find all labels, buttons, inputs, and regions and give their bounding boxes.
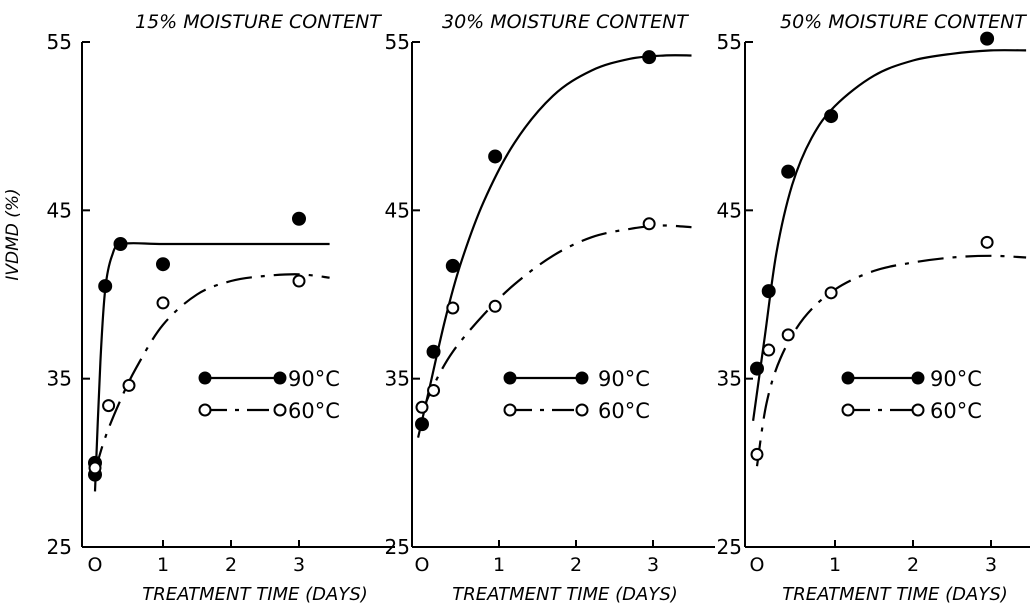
x-tick-label: 3 [985,554,997,576]
x-axis-label: TREATMENT TIME (DAYS) [782,584,1008,605]
data-point-60c [156,296,170,310]
x-tick-label: 1 [493,554,505,576]
data-point-60c [415,400,429,414]
legend-label: 60°C [598,399,650,423]
data-point-90c [426,344,441,359]
data-point-60c [762,343,776,357]
data-point-90c [113,237,128,251]
y-tick-label: 25 [717,535,742,559]
legend-label: 90°C [930,367,982,391]
x-axis-label: TREATMENT TIME (DAYS) [142,584,368,605]
data-point-90c [445,258,460,273]
data-point-60c [102,399,116,413]
y-tick-label: 35 [385,367,410,391]
chart-panel-1: 15% MOISTURE CONTENT 25 35 45 55 O 1 2 3 TREATMEN… [3,11,395,605]
chart-panel-3: 50% MOISTURE CONTENT 25 35 45 55 O 1 2 3 TREATMEN… [717,11,1030,605]
data-point-60c [642,217,656,231]
x-tick-label: 2 [907,554,919,576]
y-tick-label: 45 [717,198,742,222]
series-line-60c [420,224,692,413]
x-tick-label: 1 [157,554,169,576]
data-point-90c [642,50,657,65]
legend-marker [841,403,855,417]
series-line-90c [417,54,692,438]
data-point-90c [980,31,995,46]
y-tick-label: 55 [717,30,742,54]
legend-label: 90°C [288,367,340,391]
legend-marker [575,403,589,417]
x-axis-label: TREATMENT TIME (DAYS) [452,584,678,605]
x-tick-label: 1 [829,554,841,576]
data-point-60c [122,378,136,392]
data-point-90c [750,361,764,376]
data-point-90c [824,109,839,124]
legend-marker [841,371,855,385]
data-point-60c [427,383,441,397]
data-point-90c [98,279,113,294]
y-tick-label: 55 [47,30,72,54]
data-point-60c [750,447,764,461]
legend-label: 60°C [288,399,340,423]
x-tick-label: 2 [225,554,237,576]
y-tick-label: 55 [385,30,410,54]
legend-label: 90°C [598,367,650,391]
series-line-60c [755,254,1027,467]
legend-marker [503,371,517,385]
legend-label: 60°C [930,399,982,423]
y-tick-label: 45 [47,198,72,222]
data-point-60c [781,328,795,342]
data-point-60c [446,301,460,315]
data-point-90c [488,149,503,164]
chart-panel-2: 30% MOISTURE CONTENT 25 35 45 55 O 1 2 3 TREATMEN… [385,11,715,605]
y-tick-label: 35 [717,367,742,391]
legend-marker [911,403,925,417]
x-tick-label: O [88,554,103,576]
series-line-60c [93,273,330,472]
y-tick-label: 25 [47,535,72,559]
data-point-90c [156,257,170,272]
legend-marker [273,371,287,385]
data-point-90c [761,284,776,299]
legend-marker [503,403,517,417]
data-point-60c [88,461,102,475]
data-point-60c [292,274,306,288]
data-point-60c [488,299,502,313]
chart-title: 15% MOISTURE CONTENT [135,11,382,33]
y-tick-label: 45 [385,198,410,222]
data-point-90c [292,211,306,226]
x-tick-label: 3 [647,554,659,576]
data-point-90c [781,164,796,179]
data-point-60c [824,286,838,300]
y-axis-label: IVDMD (%) [3,188,23,280]
x-tick-label: O [750,554,765,576]
chart-title: 50% MOISTURE CONTENT [780,11,1027,33]
data-point-60c [980,235,994,249]
legend-marker [273,403,287,417]
legend-marker [911,371,925,385]
legend-marker [575,371,589,385]
data-point-90c [415,417,429,432]
legend-marker [198,403,212,417]
chart-title: 30% MOISTURE CONTENT [442,11,689,33]
y-tick-label: 25 [385,535,410,559]
legend-marker [198,371,212,385]
y-tick-label: 35 [47,367,72,391]
series-line-90c [752,49,1027,421]
x-tick-label: O [415,554,430,576]
x-tick-label: 3 [293,554,305,576]
x-tick-label: 2 [570,554,582,576]
